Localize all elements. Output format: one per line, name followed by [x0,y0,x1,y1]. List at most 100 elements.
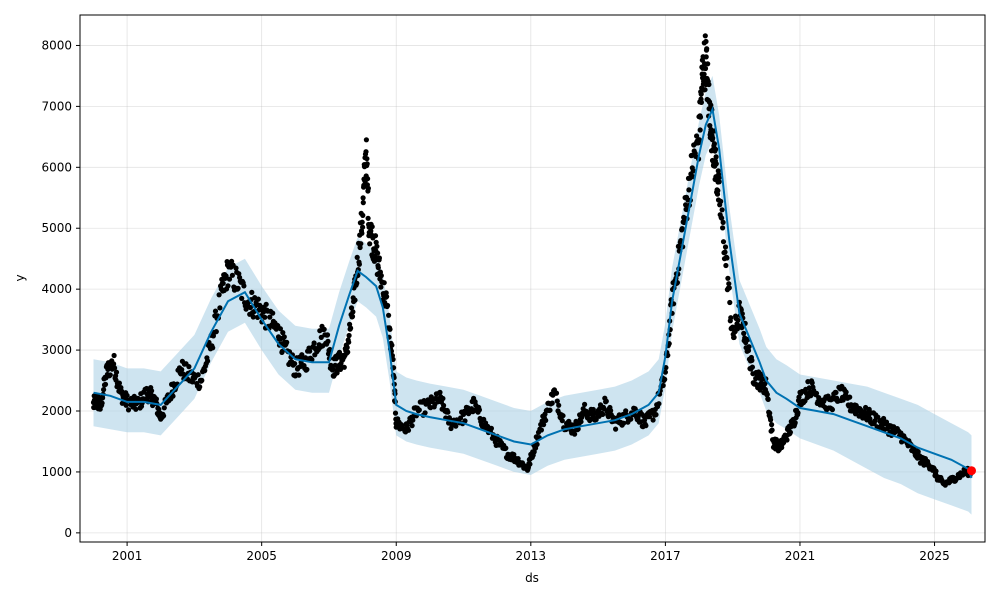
observed-point [324,332,331,338]
x-tick-label: 2025 [919,549,950,563]
observed-point [149,388,155,394]
observed-point [249,289,255,295]
observed-point [241,283,247,289]
observed-point [762,381,768,387]
x-tick-label: 2009 [381,549,412,563]
x-tick-label: 2017 [650,549,681,563]
observed-point [325,338,331,344]
x-tick-label: 2013 [516,549,547,563]
observed-point [662,376,668,382]
observed-point [332,362,338,368]
y-tick-label: 1000 [41,465,72,479]
observed-point [358,241,364,247]
observed-point [719,215,725,221]
observed-point [217,305,223,311]
observed-point [389,342,395,348]
observed-point [702,87,708,93]
observed-point [386,312,392,318]
observed-point [784,437,790,443]
observed-point [711,141,718,147]
observed-point [698,91,704,97]
observed-point [875,414,881,420]
observed-point [726,285,732,291]
observed-point [354,280,360,286]
observed-point [515,456,521,462]
observed-point [527,461,533,467]
observed-point [543,417,549,423]
observed-point [378,284,384,290]
observed-point [603,398,609,404]
interval-band [93,75,972,515]
observed-point [549,400,555,406]
observed-point [488,425,494,431]
y-tick-label: 4000 [41,282,72,296]
observed-point [296,372,302,378]
observed-point [210,345,216,351]
observed-point [713,146,719,152]
observed-point [376,255,382,261]
observed-point [768,417,774,423]
observed-point [560,413,566,419]
observed-point [833,389,839,396]
observed-point [363,149,369,155]
y-tick-label: 6000 [41,160,72,174]
observed-point [111,361,117,367]
observed-point [277,326,283,332]
observed-point [727,299,733,306]
y-tick-label: 2000 [41,404,72,418]
highlight-series [967,466,976,476]
observed-point [722,249,728,255]
observed-point [795,410,801,416]
observed-point [410,417,416,423]
observed-point [713,161,719,167]
observed-point [378,273,384,279]
observed-point [787,429,794,435]
observed-point [262,314,268,320]
observed-point [359,219,365,225]
observed-point [279,348,285,354]
observed-point [715,188,721,194]
observed-point [311,340,317,346]
observed-point [554,398,560,404]
observed-point [538,427,545,433]
x-axis-label: ds [525,571,539,585]
observed-point [346,339,352,345]
observed-point [694,133,700,139]
y-axis-ticks: 0 1000 2000 3000 4000 5000 6000 7000 8000 [41,38,80,540]
observed-point [720,239,727,245]
observed-point [724,255,730,261]
observed-point [307,348,313,354]
observed-point [660,382,666,389]
observed-point [769,427,775,433]
observed-point [348,305,355,311]
observed-point [239,295,245,301]
observed-point [656,401,662,407]
observed-point [387,326,393,332]
observed-point [263,301,269,307]
observed-point [731,334,737,340]
observed-point [354,254,360,260]
observed-point [344,344,350,351]
observed-point [270,310,276,316]
observed-point [368,228,374,234]
observed-point [713,154,719,160]
observed-point [161,405,167,411]
observed-point [381,280,387,286]
observed-point [646,414,653,420]
observed-point [769,422,775,428]
observed-point [359,230,365,236]
observed-point [112,365,118,371]
observed-point [541,422,547,428]
observed-point [153,396,159,402]
observed-point [641,417,648,423]
observed-point [247,304,253,311]
observed-point [102,381,109,387]
observed-point [710,135,716,141]
observed-point [360,224,366,230]
observed-point [559,418,565,424]
observed-point [623,408,629,414]
observed-point [722,244,729,250]
observed-point [720,225,726,231]
observed-point [843,389,849,395]
